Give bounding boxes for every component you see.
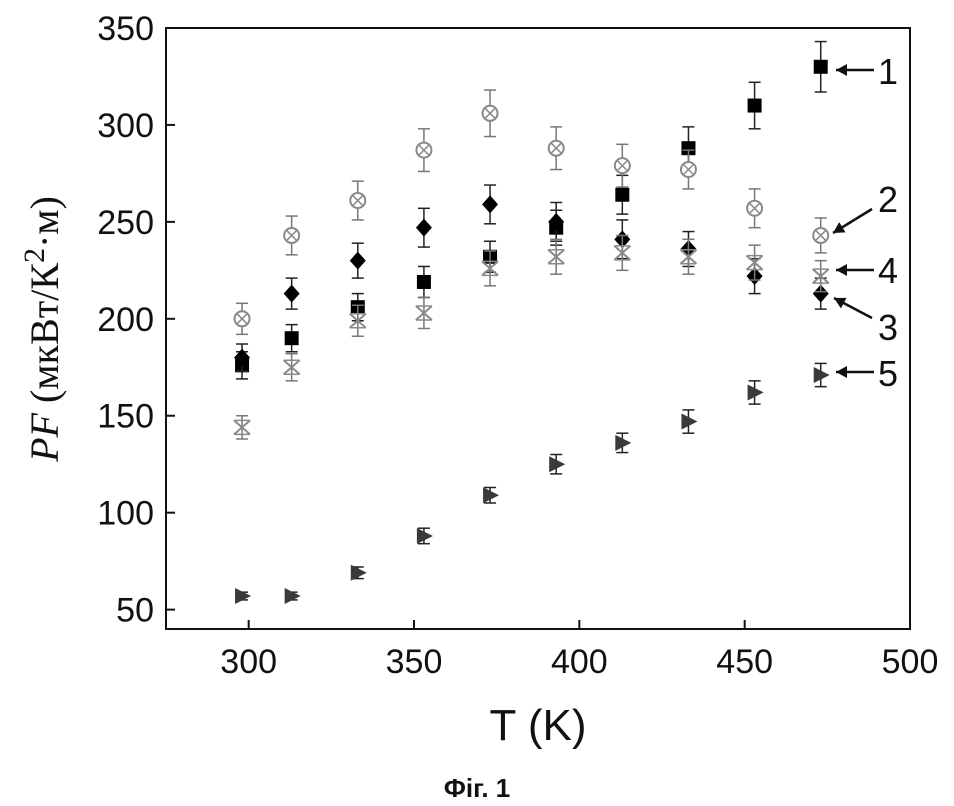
- x-tick-label: 300: [220, 643, 277, 681]
- series-label-text: 1: [878, 51, 898, 92]
- y-axis-unit-close: ·м): [22, 196, 67, 248]
- y-tick-label: 350: [97, 10, 154, 48]
- data-point: [681, 413, 698, 430]
- series-label-5: 5: [836, 353, 898, 394]
- y-axis-unit-power: 2: [18, 248, 51, 263]
- data-point: [284, 331, 299, 346]
- data-point: [483, 487, 500, 504]
- series-annotations: 1 2 4 3 5: [832, 51, 898, 394]
- axis-ticks: 300 350 400 450 500 50 100 150 200 250 300 350: [97, 10, 938, 681]
- data-point: [349, 251, 366, 270]
- data-point: [283, 226, 301, 244]
- data-point: [812, 268, 830, 284]
- y-tick-label: 50: [116, 592, 154, 630]
- x-tick-label: 400: [551, 643, 608, 681]
- y-tick-label: 150: [97, 398, 154, 436]
- x-tick-label: 350: [386, 643, 443, 681]
- series-1: [235, 40, 828, 380]
- data-point: [679, 161, 697, 179]
- data-point: [681, 141, 696, 156]
- data-point: [284, 588, 301, 605]
- data-point: [615, 187, 630, 202]
- data-point: [481, 260, 499, 277]
- y-axis-label: PF (мкВт/К2·м): [18, 196, 67, 463]
- data-point: [549, 456, 566, 473]
- data-point: [482, 195, 499, 214]
- plot-area-frame: [165, 27, 911, 630]
- y-tick-label: 100: [97, 495, 154, 533]
- series-label-3: 3: [833, 296, 898, 348]
- series-2: [233, 89, 830, 336]
- data-point: [813, 59, 828, 74]
- data-point: [613, 157, 631, 175]
- data-point: [416, 527, 433, 544]
- data-point: [747, 98, 762, 113]
- y-tick-label: 250: [97, 204, 154, 242]
- data-point: [415, 305, 433, 321]
- data-point: [349, 312, 367, 329]
- data-point: [547, 249, 565, 265]
- data-point: [613, 245, 631, 261]
- series-label-1: 1: [836, 51, 898, 92]
- data-point: [812, 226, 830, 244]
- y-tick-label: 200: [97, 301, 154, 339]
- series-3: [234, 184, 829, 372]
- data-point: [746, 199, 764, 217]
- series-label-2: 2: [832, 179, 898, 235]
- data-point: [350, 564, 367, 581]
- data-point: [349, 192, 367, 210]
- y-axis-unit-open: (мкВт/К: [22, 263, 67, 413]
- data-point: [679, 249, 698, 265]
- series-label-text: 5: [878, 353, 898, 394]
- data-point: [745, 254, 764, 271]
- data-point: [813, 367, 830, 384]
- x-tick-label: 500: [882, 643, 939, 681]
- data-point: [233, 419, 251, 436]
- series-4: [233, 234, 830, 440]
- data-point: [235, 588, 252, 605]
- series-label-4: 4: [836, 250, 898, 291]
- data-point: [615, 434, 632, 451]
- data-point: [283, 284, 300, 303]
- x-axis-label: T (K): [490, 701, 587, 750]
- data-point: [548, 212, 565, 231]
- y-tick-label: 300: [97, 107, 154, 145]
- data-point: [233, 310, 251, 328]
- data-point: [415, 141, 433, 159]
- y-axis-symbol: PF: [22, 412, 67, 462]
- data-point: [415, 218, 432, 237]
- series-label-text: 3: [878, 307, 898, 348]
- series-5: [235, 362, 830, 605]
- data-point: [812, 284, 829, 303]
- data-point: [547, 139, 565, 157]
- data-point: [481, 104, 499, 122]
- data-point: [416, 274, 431, 289]
- data-point: [282, 359, 301, 376]
- data-point: [234, 348, 251, 367]
- figure-caption: Фіг. 1: [444, 773, 511, 803]
- x-tick-label: 450: [716, 643, 773, 681]
- data-point: [747, 384, 764, 401]
- series-label-text: 4: [878, 250, 898, 291]
- series-label-text: 2: [878, 179, 898, 220]
- data-marks: [233, 40, 830, 605]
